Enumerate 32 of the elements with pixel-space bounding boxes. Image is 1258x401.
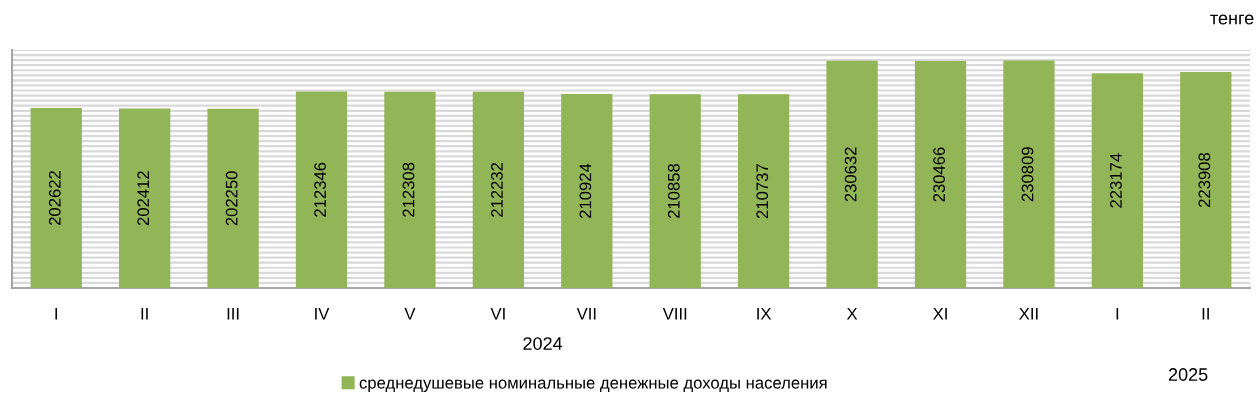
data-label: 230632 xyxy=(844,147,857,202)
data-label: 202250 xyxy=(225,171,238,226)
legend-label: среднедушевые номинальные денежные доходы населения xyxy=(359,379,827,393)
x-tick-label: XII xyxy=(1019,308,1038,320)
x-tick-label: II xyxy=(141,308,148,320)
data-label: 212308 xyxy=(402,162,415,217)
data-label: 210924 xyxy=(579,163,592,218)
x-tick-label: VIII xyxy=(662,308,687,320)
x-tick-label: X xyxy=(846,308,858,320)
x-tick-label: I xyxy=(1116,308,1119,320)
data-label: 212346 xyxy=(314,162,326,217)
x-tick-label: III xyxy=(227,308,239,320)
x-tick-label: IV xyxy=(315,308,330,320)
x-tick-label: V xyxy=(404,308,416,320)
data-label: 223174 xyxy=(1110,153,1122,208)
x-tick-label: XI xyxy=(933,308,947,320)
x-tick-label: VII xyxy=(576,308,596,320)
data-label: 223908 xyxy=(1198,152,1211,208)
data-label: 210737 xyxy=(756,164,769,219)
x-tick-label: IX xyxy=(757,308,772,320)
data-label: 212232 xyxy=(491,162,503,217)
x-tick-label: II xyxy=(1202,308,1209,320)
data-label: 230466 xyxy=(933,147,945,202)
text: 2025 xyxy=(1168,368,1208,381)
data-label: 202622 xyxy=(48,171,61,225)
data-label: 230809 xyxy=(1021,147,1034,202)
text: 2024 xyxy=(523,337,563,350)
x-tick-label: I xyxy=(55,308,57,320)
text: тенге xyxy=(1210,14,1254,25)
data-label: 210858 xyxy=(667,163,680,219)
data-label: 202412 xyxy=(137,171,150,226)
x-tick-label: VI xyxy=(490,308,505,320)
